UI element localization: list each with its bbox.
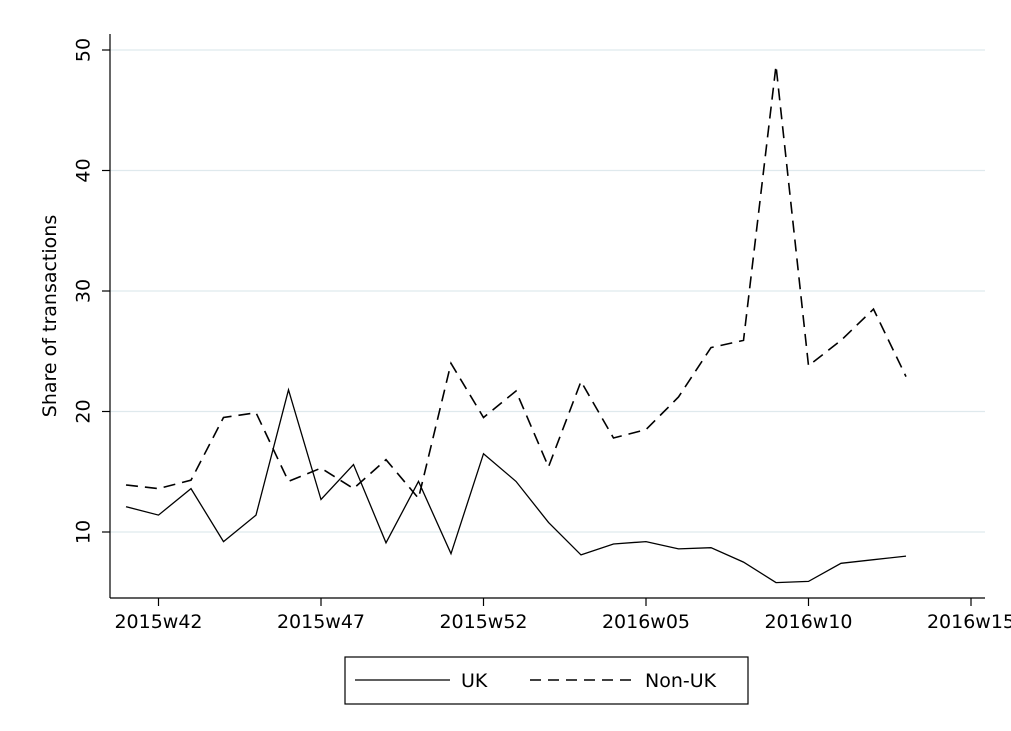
y-tick-label: 40 bbox=[73, 158, 95, 182]
y-tick-label: 50 bbox=[73, 38, 95, 62]
series-line-non-uk bbox=[125, 65, 907, 501]
legend: UK Non-UK bbox=[344, 656, 749, 705]
x-tick-label: 2015w52 bbox=[439, 611, 527, 633]
y-tick-label: 10 bbox=[73, 520, 95, 544]
x-axis-ticks: 2015w42 2015w47 2015w52 2016w05 2016w10 2016w… bbox=[114, 598, 1011, 633]
grid-lines bbox=[110, 49, 985, 533]
axes bbox=[109, 34, 985, 599]
x-tick-label: 2016w05 bbox=[602, 611, 690, 633]
y-axis-ticks: 10 20 30 40 50 bbox=[73, 38, 110, 544]
x-tick-label: 2016w10 bbox=[764, 611, 852, 633]
legend-box bbox=[344, 656, 749, 705]
x-tick-label: 2015w47 bbox=[277, 611, 365, 633]
y-tick-label: 20 bbox=[73, 399, 95, 423]
legend-label-non-uk: Non-UK bbox=[645, 670, 717, 692]
x-tick-label: 2016w15 bbox=[927, 611, 1011, 633]
x-tick-label: 2015w42 bbox=[114, 611, 202, 633]
series-line-uk bbox=[125, 387, 907, 584]
legend-label-uk: UK bbox=[461, 670, 488, 692]
series-lines bbox=[125, 65, 907, 584]
y-tick-label: 30 bbox=[73, 279, 95, 303]
y-axis-title: Share of transactions bbox=[39, 215, 61, 417]
